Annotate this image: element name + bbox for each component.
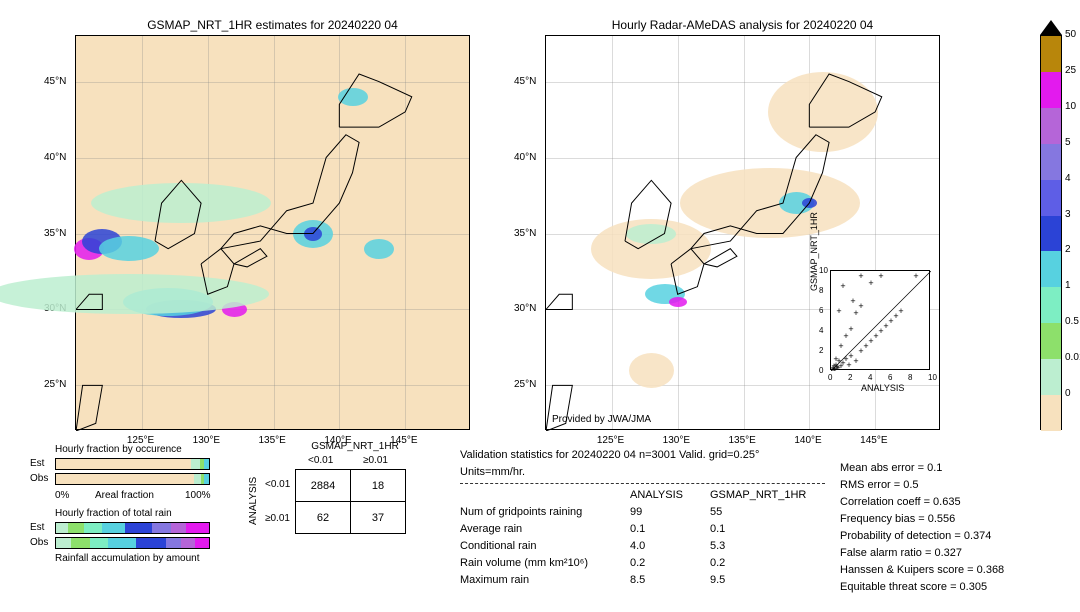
colorbar-arrow [1040,20,1062,35]
svg-text:+: + [850,296,855,306]
cont-cell: 18 [351,470,406,502]
cont-row-label: ≥0.01 [265,513,290,524]
cont-col-label: <0.01 [308,455,333,466]
svg-text:+: + [836,306,841,316]
bar-row [55,473,210,485]
stats-row: Hanssen & Kuipers score = 0.368 [840,562,1010,579]
colorbar [1040,35,1062,430]
cont-cell: 62 [296,502,351,534]
stats-left: Validation statistics for 20240220 04 n=… [460,447,825,589]
bar-row-label: Obs [30,473,48,484]
colorbar-tick: 50 [1065,29,1076,40]
lat-tick: 25°N [44,379,66,390]
colorbar-tick: 1 [1065,280,1071,291]
lon-tick: 130°E [663,435,690,446]
colorbar-tick: 0.01 [1065,352,1080,363]
lat-tick: 40°N [44,152,66,163]
coastline [76,36,471,431]
stats-row: Maximum rain8.59.5 [460,572,825,589]
svg-text:+: + [848,324,853,334]
stats-row: Correlation coeff = 0.635 [840,494,1010,511]
stats-row: Average rain0.10.1 [460,521,825,538]
scatter-inset: +++++++++++++++++++++++++++++++++++++002… [830,270,930,370]
bar-row [55,522,210,534]
cont-cell: 2884 [296,470,351,502]
bars-footer: Rainfall accumulation by amount [55,553,200,564]
colorbar-tick: 25 [1065,65,1076,76]
colorbar-tick: 0.5 [1065,316,1079,327]
svg-text:+: + [840,281,845,291]
bars-title: Hourly fraction by occurence [55,444,182,455]
stats-row: Probability of detection = 0.374 [840,528,1010,545]
lat-tick: 35°N [44,228,66,239]
cont-col-label: ≥0.01 [363,455,388,466]
cont-row-axis: ANALYSIS [248,477,259,525]
stats-row: Num of gridpoints raining9955 [460,504,825,521]
lon-tick: 125°E [597,435,624,446]
bar-row-label: Est [30,458,44,469]
cont-cell: 37 [351,502,406,534]
svg-text:+: + [858,301,863,311]
lon-tick: 135°E [259,435,286,446]
svg-text:+: + [846,360,851,370]
bars-title: Hourly fraction of total rain [55,508,172,519]
lat-tick: 40°N [514,152,536,163]
colorbar-tick: 3 [1065,209,1071,220]
svg-text:+: + [913,271,918,281]
lon-tick: 145°E [860,435,887,446]
lat-tick: 30°N [514,303,536,314]
svg-text:+: + [898,306,903,316]
svg-text:+: + [838,341,843,351]
stats-row: Conditional rain4.05.3 [460,538,825,555]
lat-tick: 25°N [514,379,536,390]
bar-row-label: Est [30,522,44,533]
cont-row-label: <0.01 [265,479,290,490]
colorbar-tick: 2 [1065,244,1071,255]
stats-row: False alarm ratio = 0.327 [840,545,1010,562]
colorbar-tick: 4 [1065,173,1071,184]
provider-text: Provided by JWA/JMA [552,414,651,425]
scatter-xlabel: ANALYSIS [861,383,904,393]
stats-row: Equitable threat score = 0.305 [840,579,1010,596]
lon-tick: 140°E [794,435,821,446]
svg-text:+: + [868,278,873,288]
stats-title: Validation statistics for 20240220 04 n=… [460,447,825,484]
map-title: Hourly Radar-AMeDAS analysis for 2024022… [546,18,939,32]
contingency-title: GSMAP_NRT_1HR [300,441,410,452]
bar-row [55,458,210,470]
axis-label: Areal fraction [95,490,154,501]
stats-row: Frequency bias = 0.556 [840,511,1010,528]
map-title: GSMAP_NRT_1HR estimates for 20240220 04 [76,18,469,32]
contingency-table: 2884186237 [295,469,406,534]
coastline [546,36,941,431]
svg-text:+: + [878,271,883,281]
lon-tick: 130°E [193,435,220,446]
lat-tick: 45°N [44,76,66,87]
colorbar-tick: 0 [1065,388,1071,399]
colorbar-tick: 5 [1065,137,1071,148]
bar-row-label: Obs [30,537,48,548]
stats-row: RMS error = 0.5 [840,477,1010,494]
colorbar-tick: 10 [1065,101,1076,112]
axis-left: 0% [55,490,69,501]
stats-row: Mean abs error = 0.1 [840,460,1010,477]
stats-row: Rain volume (mm km²10⁶)0.20.2 [460,555,825,572]
axis-right: 100% [185,490,211,501]
map-left: GSMAP_NRT_1HR estimates for 20240220 041… [75,35,470,430]
bar-row [55,537,210,549]
svg-text:+: + [858,271,863,281]
svg-text:+: + [853,356,858,366]
lon-tick: 135°E [729,435,756,446]
stats-right: Mean abs error = 0.1RMS error = 0.5Corre… [840,460,1010,596]
scatter-ylabel: GSMAP_NRT_1HR [809,211,819,291]
lat-tick: 45°N [514,76,536,87]
lat-tick: 35°N [514,228,536,239]
